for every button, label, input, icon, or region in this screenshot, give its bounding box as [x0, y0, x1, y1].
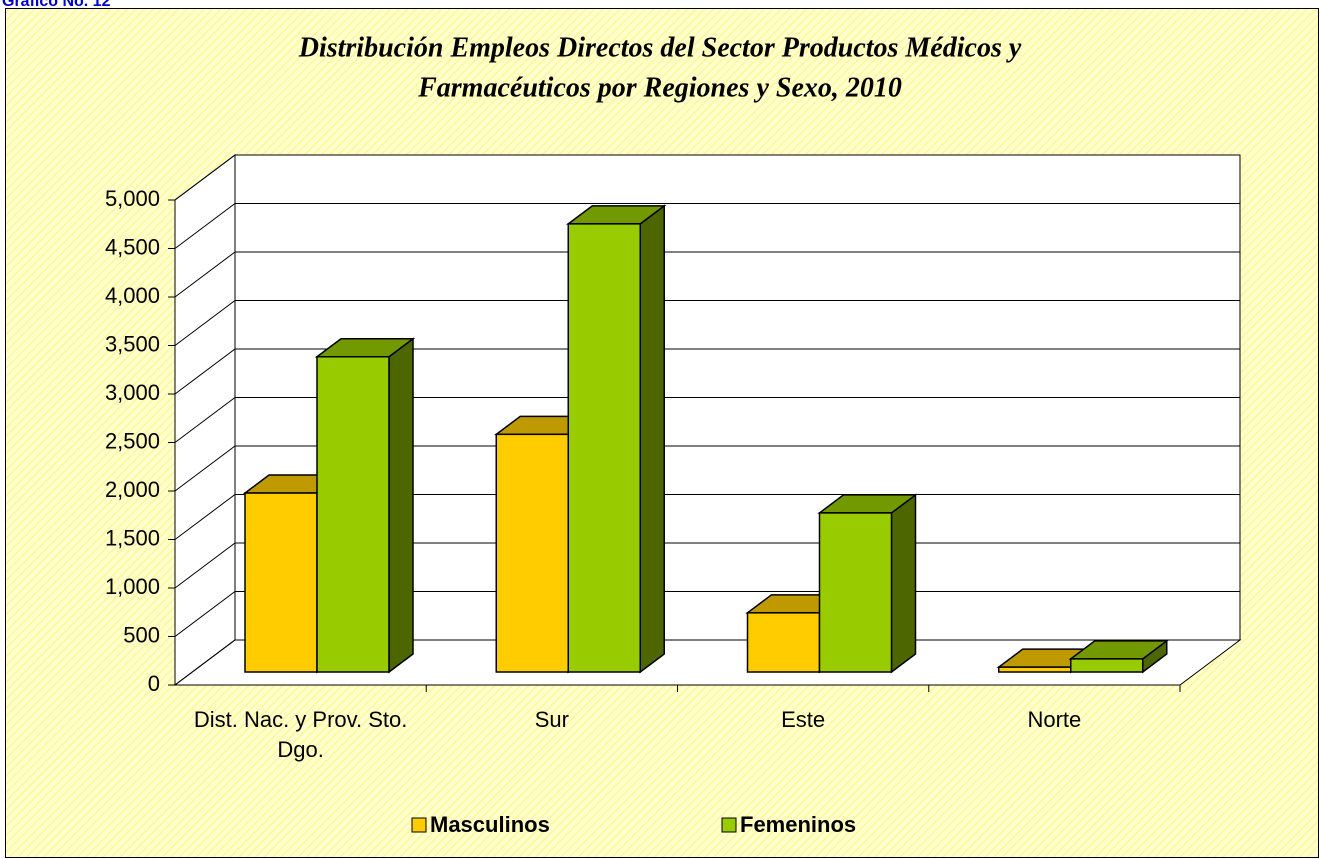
bar [495, 433, 569, 673]
legend-label: Femeninos [740, 812, 856, 837]
y-tick-label: 0 [148, 671, 160, 696]
bar [1070, 658, 1144, 673]
chart-title: Farmacéuticos por Regiones y Sexo, 2010 [417, 72, 902, 103]
y-tick-label: 5,000 [105, 186, 160, 211]
y-tick-label: 3,000 [105, 380, 160, 405]
y-tick-label: 1,000 [105, 574, 160, 599]
grid-line [174, 154, 1240, 201]
legend-swatch [721, 817, 737, 833]
legend-label: Masculinos [430, 812, 550, 837]
y-tick-label: 3,500 [105, 331, 160, 356]
y-tick-label: 500 [123, 622, 160, 647]
bar [316, 356, 390, 673]
grid-line [174, 300, 1240, 346]
bar [746, 612, 821, 673]
y-tick-label: 2,500 [105, 428, 160, 453]
bar [998, 666, 1072, 673]
bar-side [890, 493, 917, 674]
bar [567, 223, 641, 673]
x-tick-label: Norte [1027, 707, 1082, 732]
y-tick-label: 2,000 [105, 477, 160, 502]
grid-line [174, 445, 1240, 492]
y-tick-label: 4,000 [105, 283, 160, 308]
x-tick-label: Este [781, 707, 826, 732]
grid-line [174, 348, 1240, 395]
grid-line [174, 203, 1240, 249]
bar [818, 512, 893, 673]
x-tick-label: Dist. Nac. y Prov. Sto. Dgo. [193, 707, 408, 762]
bar-side [639, 204, 665, 674]
bar [244, 492, 318, 673]
grid-line [174, 397, 1240, 443]
legend-swatch [411, 817, 427, 833]
chart-title: Distribución Empleos Directos del Sector… [298, 32, 1022, 63]
x-tick-label: Sur [534, 707, 569, 732]
figure-label: Gráfico No. 12 [2, 0, 111, 10]
grid-line [174, 251, 1240, 298]
y-tick-label: 1,500 [105, 525, 160, 550]
y-tick-label: 4,500 [105, 234, 160, 259]
bar-side [388, 337, 414, 674]
